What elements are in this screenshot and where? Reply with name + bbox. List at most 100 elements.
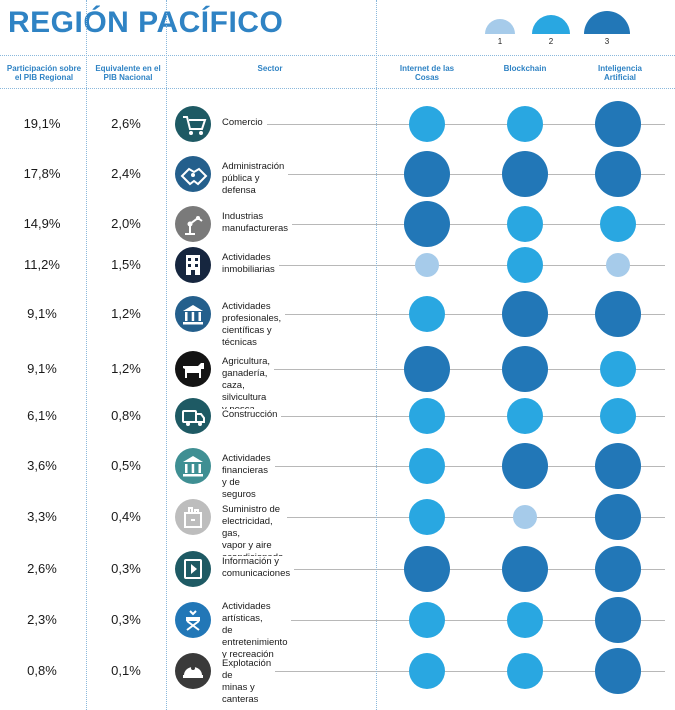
- sector-label-line: pública y defensa: [222, 173, 260, 196]
- equivalente-value: 0,3%: [111, 612, 141, 627]
- equivalente-value: 1,2%: [111, 306, 141, 321]
- bubble-blockchain-level-2: [507, 206, 543, 242]
- sector-label: Explotación de minas y canteras: [222, 658, 276, 706]
- power-plant-icon: [175, 499, 211, 535]
- bubble-ia-level-1: [606, 253, 630, 277]
- bubble-iot-level-2: [409, 106, 445, 142]
- media-play-icon: [175, 551, 211, 587]
- bubble-iot-level-3: [404, 546, 450, 592]
- bubble-iot-level-2: [409, 398, 445, 434]
- column-separator: [86, 0, 87, 710]
- equivalente-value: 0,5%: [111, 458, 141, 473]
- bubble-blockchain-level-2: [507, 653, 543, 689]
- participacion-value: 17,8%: [23, 166, 61, 181]
- sector-label: Información y comunicaciones: [222, 556, 295, 580]
- bubble-iot-level-1: [415, 253, 439, 277]
- sector-label: Actividades inmobiliarias: [222, 252, 279, 276]
- sector-label-line: minas y canteras: [222, 682, 259, 705]
- participacion-value: 9,1%: [27, 306, 57, 321]
- miner-helmet-icon: [175, 653, 211, 689]
- header-participacion: Participación sobre el PIB Regional: [6, 64, 82, 82]
- participacion-value: 14,9%: [23, 216, 61, 231]
- sector-label-line: y de seguros: [222, 477, 256, 500]
- row-guide-line: [250, 620, 665, 621]
- bubble-blockchain-level-3: [502, 346, 548, 392]
- sector-label-line: Actividades financieras: [222, 453, 271, 476]
- equivalente-value: 0,4%: [111, 509, 141, 524]
- sector-label-line: científicas y técnicas: [222, 325, 272, 348]
- bubble-iot-level-3: [404, 346, 450, 392]
- legend-level-1: [485, 19, 515, 34]
- bubble-iot-level-3: [404, 151, 450, 197]
- bubble-blockchain-level-2: [507, 247, 543, 283]
- sector-label-line: Construcción: [222, 409, 278, 420]
- bubble-ia-level-3: [595, 101, 641, 147]
- row-guide-line: [250, 369, 665, 370]
- equivalente-value: 1,2%: [111, 361, 141, 376]
- bubble-ia-level-3: [595, 151, 641, 197]
- sector-label-line: Actividades: [222, 252, 271, 263]
- equivalente-value: 1,5%: [111, 257, 141, 272]
- robot-arm-icon: [175, 206, 211, 242]
- row-guide-line: [250, 671, 665, 672]
- participacion-value: 19,1%: [23, 116, 61, 131]
- sector-label: Actividades profesionales, científicas y …: [222, 301, 286, 349]
- legend-level-2: [532, 15, 570, 34]
- bubble-iot-level-2: [409, 499, 445, 535]
- bubble-ia-level-2: [600, 398, 636, 434]
- sector-label-line: Industrias: [222, 211, 264, 222]
- sector-label: Actividades artísticas, de entretenimient…: [222, 601, 292, 661]
- bubble-iot-level-3: [404, 201, 450, 247]
- header-iot: Internet de las Cosas: [399, 64, 455, 82]
- bubble-ia-level-3: [595, 648, 641, 694]
- equivalente-value: 0,1%: [111, 663, 141, 678]
- legend-label: 1: [497, 37, 503, 46]
- bubble-blockchain-level-2: [507, 398, 543, 434]
- sector-label: Construcción: [222, 409, 282, 421]
- sector-label: Administración pública y defensa: [222, 161, 289, 197]
- cow-icon: [175, 351, 211, 387]
- bubble-blockchain-level-3: [502, 291, 548, 337]
- sector-label-line: manufactureras: [222, 223, 289, 234]
- sector-label: Suministro de electricidad, gas, vapor y …: [222, 504, 288, 564]
- sector-label-line: de entretenimiento: [222, 625, 288, 648]
- header-separator: [0, 55, 675, 56]
- sector-label-line: Administración: [222, 161, 285, 172]
- truck-icon: [175, 398, 211, 434]
- bubble-ia-level-3: [595, 546, 641, 592]
- legend-label: 2: [548, 37, 554, 46]
- sector-label-line: Suministro de electricidad, gas,: [222, 504, 281, 539]
- participacion-value: 3,3%: [27, 509, 57, 524]
- bubble-blockchain-level-2: [507, 602, 543, 638]
- equivalente-value: 0,8%: [111, 408, 141, 423]
- bubble-blockchain-level-1: [513, 505, 537, 529]
- sector-label-line: Información y: [222, 556, 280, 567]
- header-equivalente: Equivalente en el PIB Nacional: [95, 64, 161, 82]
- participacion-value: 3,6%: [27, 458, 57, 473]
- sector-label: Comercio: [222, 117, 267, 129]
- column-separator: [166, 0, 167, 710]
- participacion-value: 9,1%: [27, 361, 57, 376]
- bubble-iot-level-2: [409, 602, 445, 638]
- header-sector: Sector: [257, 64, 283, 73]
- row-guide-line: [250, 517, 665, 518]
- sector-label-line: Agricultura, ganadería,: [222, 356, 271, 379]
- equivalente-value: 2,6%: [111, 116, 141, 131]
- bubble-blockchain-level-2: [507, 106, 543, 142]
- header-blockchain: Blockchain: [503, 64, 547, 73]
- page-title: REGIÓN PACÍFICO: [8, 6, 284, 39]
- bubble-iot-level-2: [409, 653, 445, 689]
- row-guide-line: [250, 174, 665, 175]
- equivalente-value: 2,0%: [111, 216, 141, 231]
- participacion-value: 0,8%: [27, 663, 57, 678]
- building-icon: [175, 247, 211, 283]
- row-guide-line: [250, 124, 665, 125]
- participacion-value: 11,2%: [24, 257, 60, 272]
- bubble-blockchain-level-3: [502, 443, 548, 489]
- handshake-icon: [175, 156, 211, 192]
- sector-label-line: Actividades profesionales,: [222, 301, 282, 324]
- bank-icon: [175, 448, 211, 484]
- sector-label: Actividades financieras y de seguros: [222, 453, 275, 501]
- bubble-ia-level-3: [595, 443, 641, 489]
